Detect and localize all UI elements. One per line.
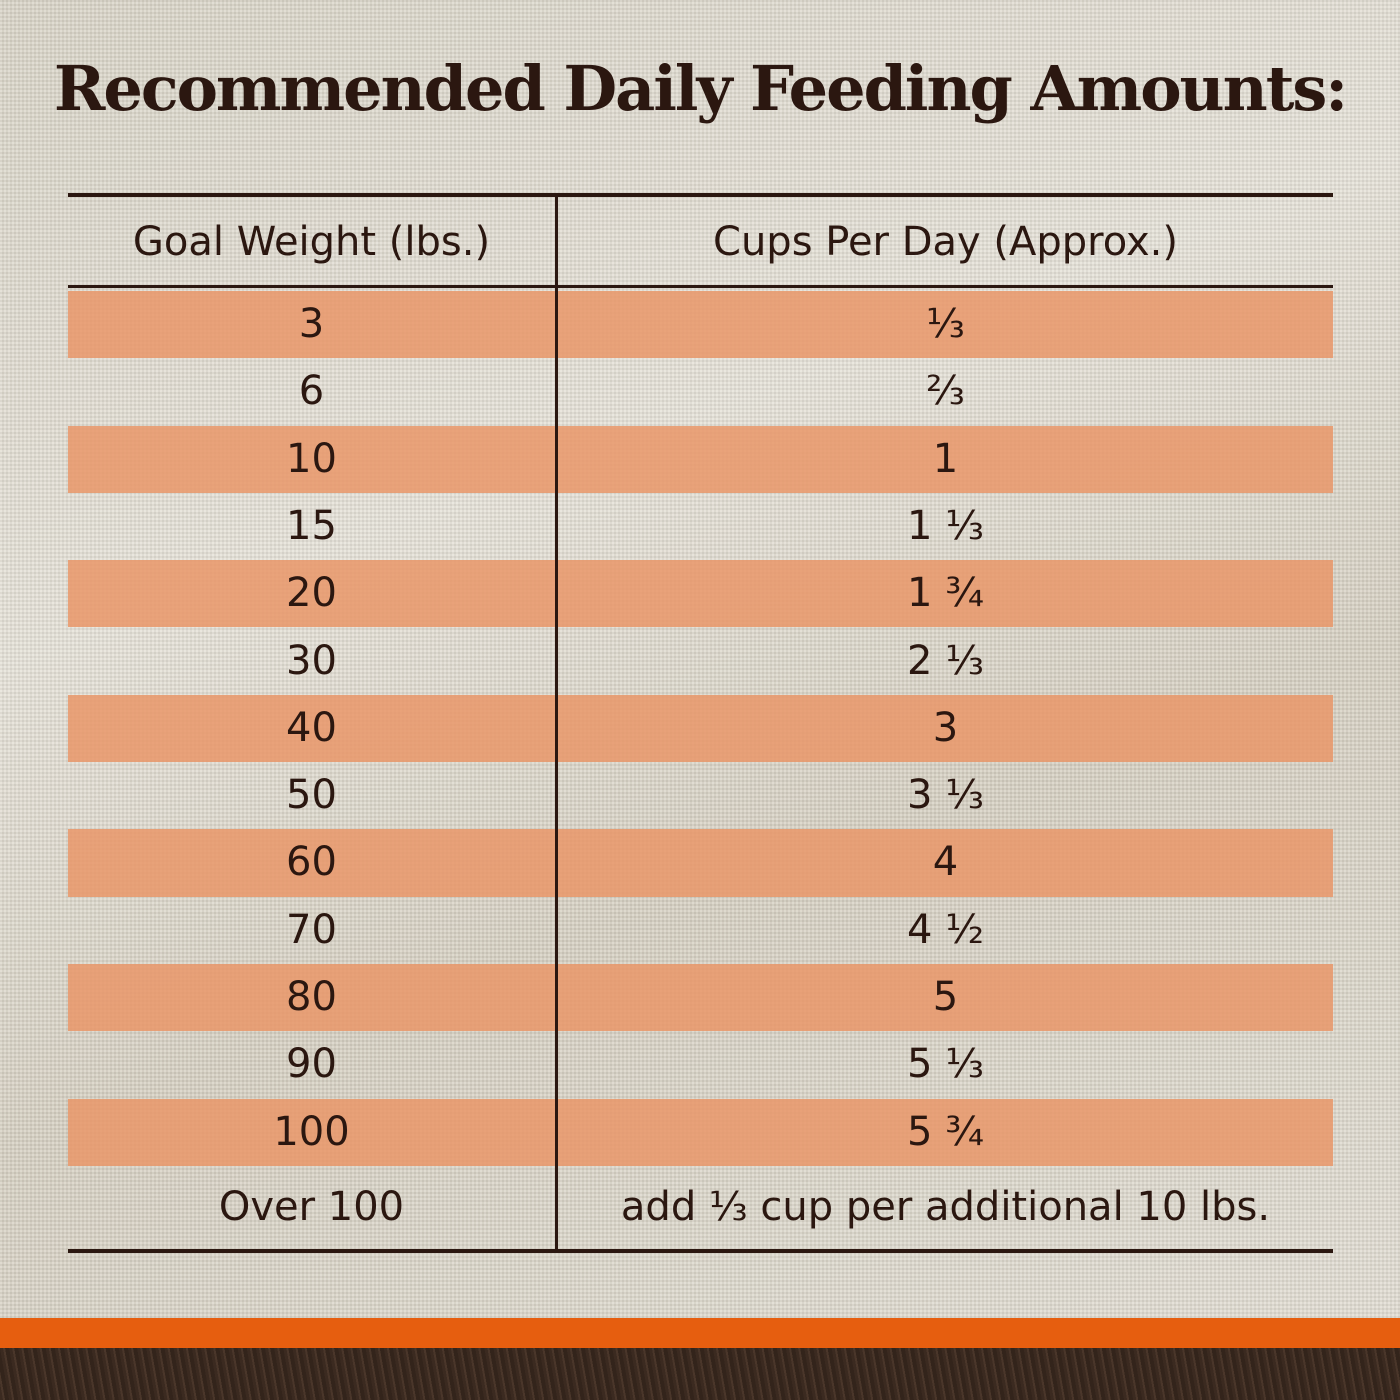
column-divider: [555, 195, 558, 1252]
goal-weight-cell: Over 100: [218, 1183, 405, 1230]
goal-weight-cell: 20: [286, 570, 337, 617]
goal-weight-cell: 10: [286, 435, 337, 482]
cups-per-day-cell: 5 ¾: [907, 1108, 984, 1155]
header-cups-per-day: Cups Per Day (Approx.): [713, 219, 1178, 265]
cups-per-day-cell: 4 ½: [907, 906, 984, 953]
goal-weight-cell: 15: [286, 502, 337, 549]
table-row: 80 5: [68, 964, 1333, 1032]
cups-per-day-cell: 3: [932, 704, 959, 751]
goal-weight-cell: 70: [286, 906, 337, 953]
goal-weight-cell: 30: [286, 637, 337, 684]
cups-per-day-cell: 3 ⅓: [907, 772, 984, 819]
cups-per-day-cell: 1: [932, 435, 959, 482]
goal-weight-cell: 3: [298, 301, 325, 347]
cups-per-day-cell: ⅔: [926, 368, 965, 415]
table-row: 70 4 ½: [68, 897, 1333, 964]
goal-weight-cell: 50: [286, 772, 337, 819]
cups-per-day-cell: 2 ⅓: [907, 637, 984, 684]
table-row: 50 3 ⅓: [68, 762, 1333, 829]
table-row: 10 1: [68, 425, 1333, 493]
cups-per-day-cell: 4: [932, 839, 959, 886]
page-title: Recommended Daily Feeding Amounts:: [53, 52, 1348, 125]
goal-weight-cell: 60: [286, 839, 337, 886]
footer-band: [0, 1348, 1400, 1400]
goal-weight-cell: 6: [298, 368, 325, 415]
table-row: 100 5 ¾: [68, 1098, 1333, 1166]
table-row: 90 5 ⅓: [68, 1031, 1333, 1098]
accent-bar: [0, 1318, 1400, 1348]
goal-weight-cell: 100: [273, 1108, 350, 1155]
table-row: 15 1 ⅓: [68, 493, 1333, 560]
table-row: 40 3: [68, 694, 1333, 763]
table-top-border: [68, 193, 1333, 197]
cups-per-day-cell: add ⅓ cup per additional 10 lbs.: [620, 1183, 1271, 1230]
table-row: Over 100 add ⅓ cup per additional 10 lbs.: [68, 1174, 1333, 1241]
table-row: 60 4: [68, 829, 1333, 897]
cups-per-day-cell: 5 ⅓: [907, 1041, 984, 1088]
table-row: 30 2 ⅓: [68, 628, 1333, 695]
cups-per-day-cell: 1 ¾: [907, 570, 984, 617]
cups-per-day-cell: ⅓: [926, 301, 965, 347]
goal-weight-cell: 90: [286, 1041, 337, 1088]
goal-weight-cell: 40: [286, 704, 337, 751]
cups-per-day-cell: 5: [932, 974, 959, 1020]
table-bottom-border: [68, 1249, 1333, 1253]
header-goal-weight: Goal Weight (lbs.): [132, 219, 491, 265]
header-divider: [68, 285, 1333, 288]
cups-per-day-cell: 1 ⅓: [907, 502, 984, 549]
goal-weight-cell: 80: [286, 974, 337, 1020]
table-row: 20 1 ¾: [68, 560, 1333, 628]
